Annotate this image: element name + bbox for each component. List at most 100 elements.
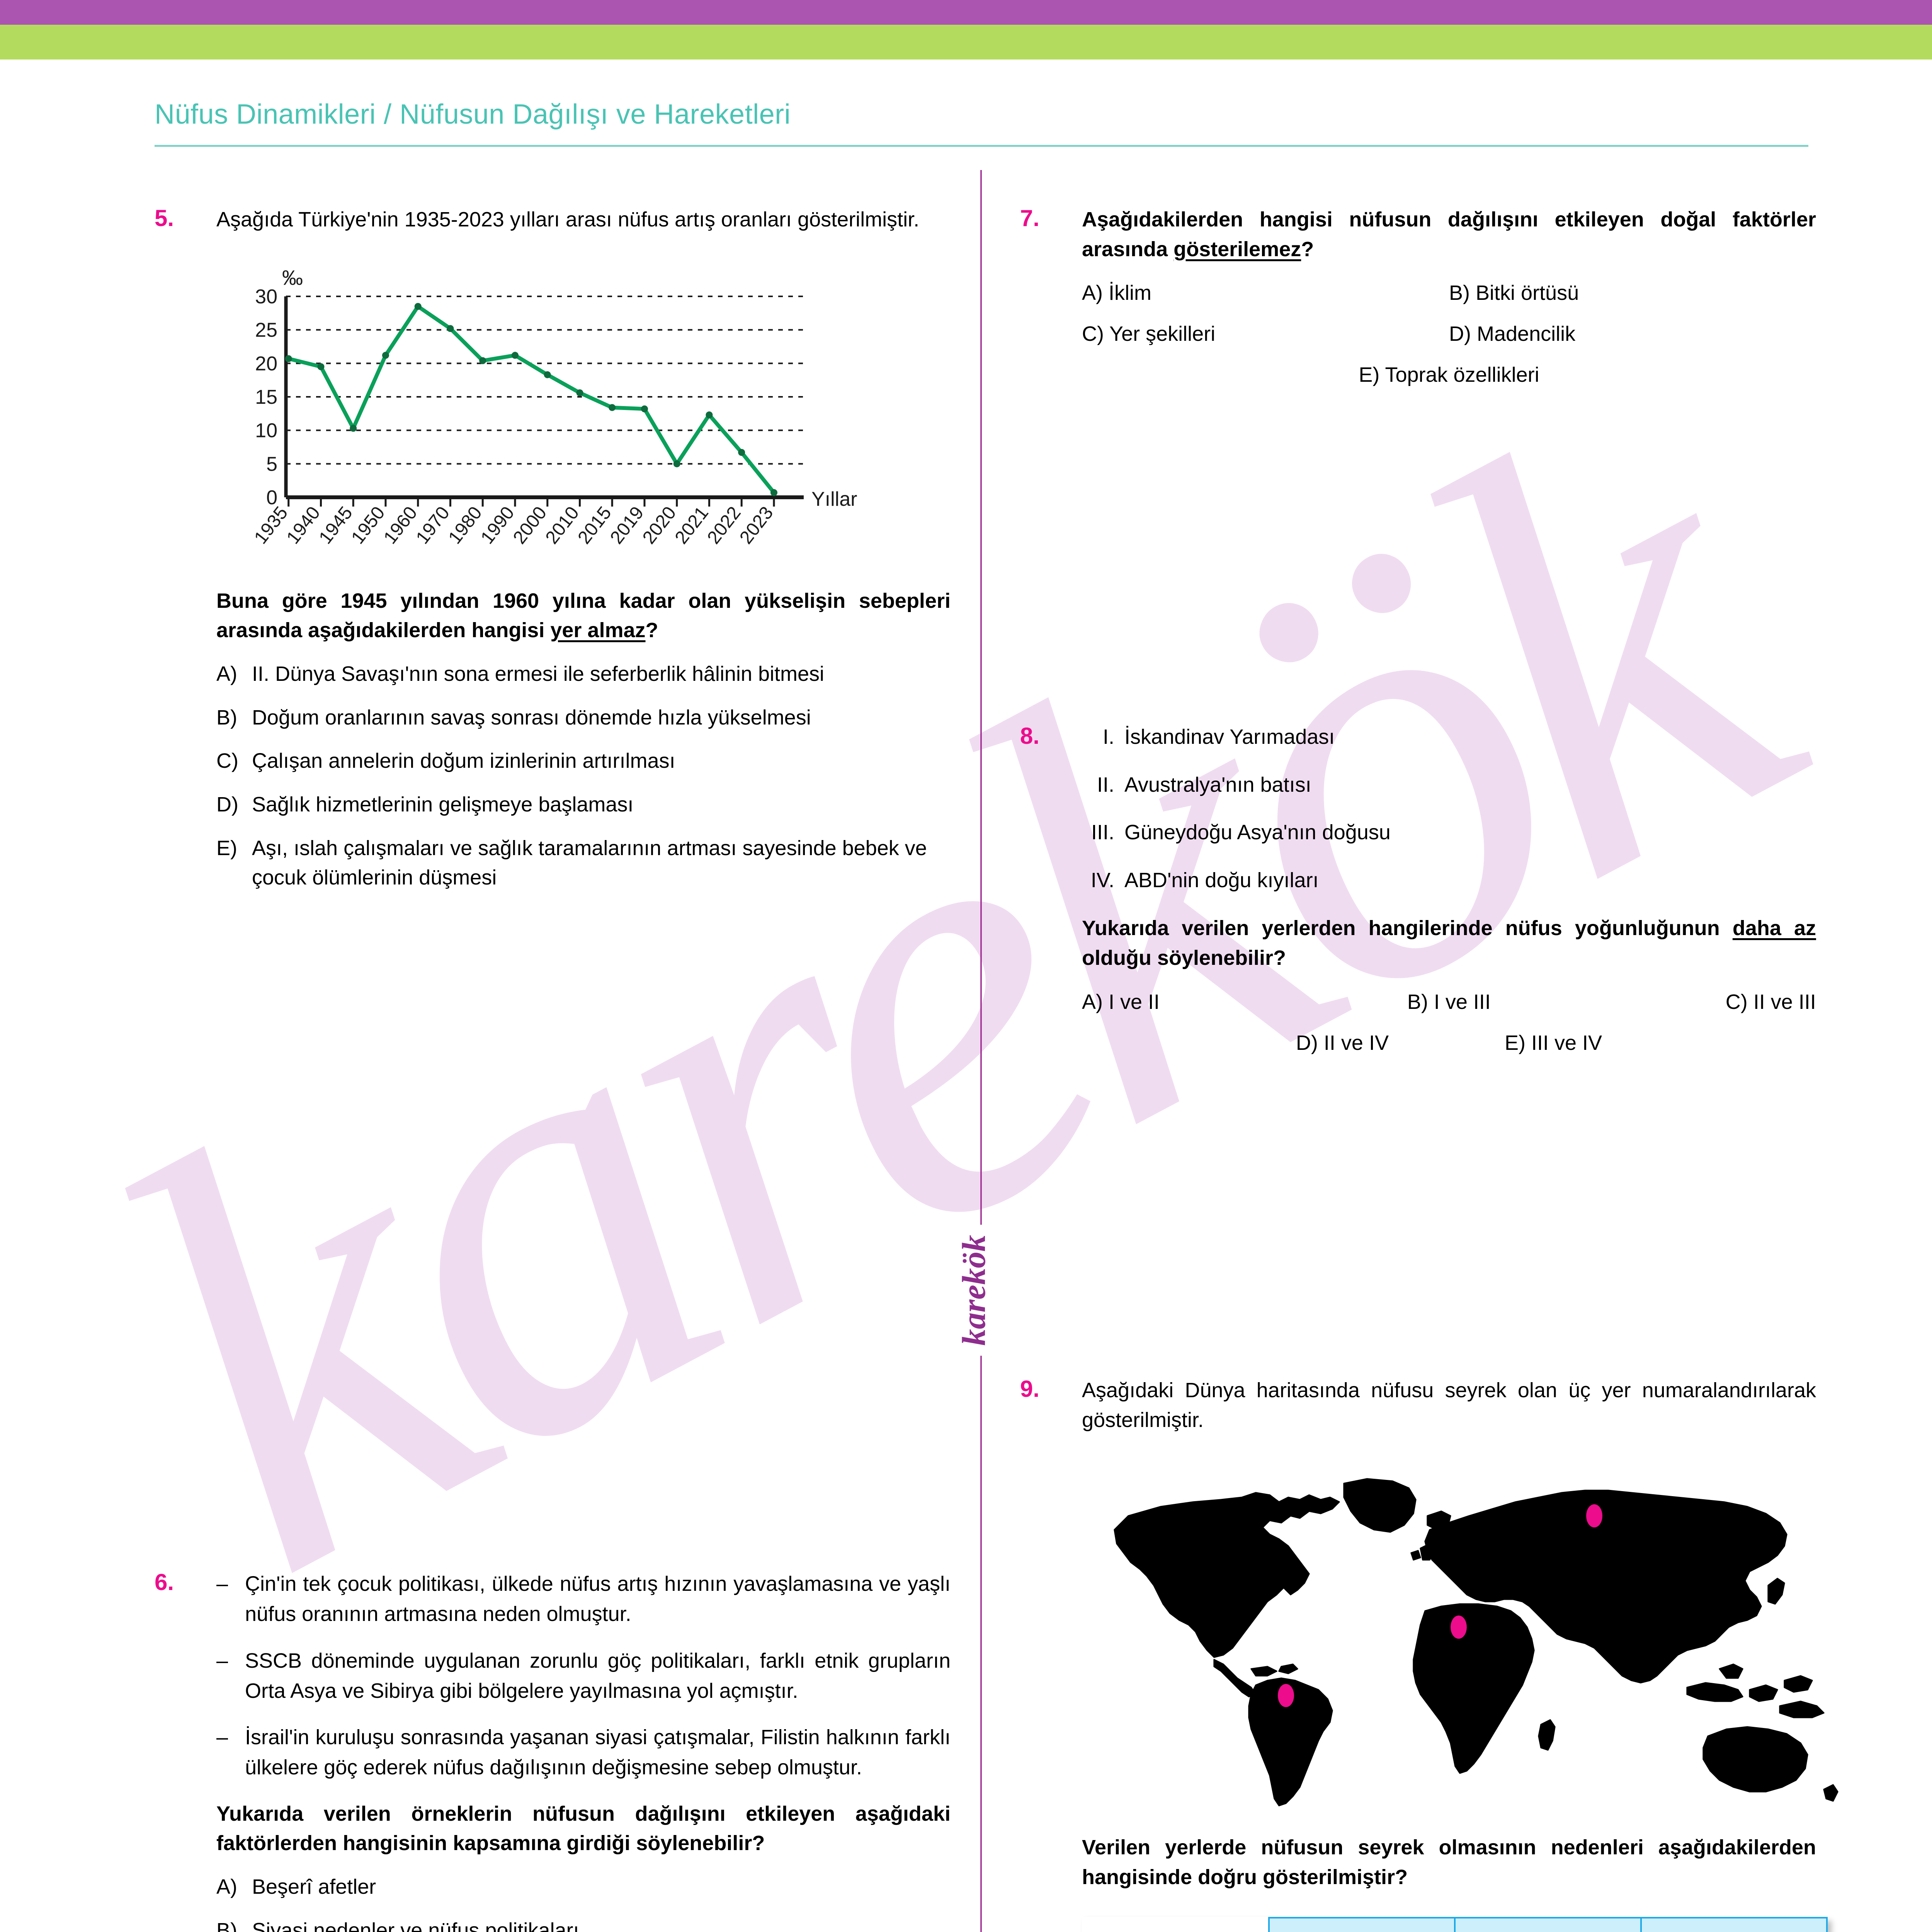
chart-x-tick-labels: 1935194019451950196019701980199020002010…	[250, 503, 777, 548]
option-a-text: Beşerî afetler	[252, 1875, 376, 1899]
option-d[interactable]: D) II ve IV	[1296, 1031, 1389, 1055]
question-5: 5. Aşağıda Türkiye'nin 1935-2023 yılları…	[155, 205, 951, 893]
answer-table: Sıcak ve kurak iklim Bitki örtüsü Düşük …	[1082, 1917, 1828, 1932]
option-b-text: Siyasi nedenler ve nüfus politikaları	[252, 1918, 579, 1932]
option-b[interactable]: B) Bitki örtüsü	[1449, 281, 1816, 305]
svg-text:1945: 1945	[315, 503, 357, 548]
top-green-bar	[0, 25, 1932, 60]
svg-text:2023: 2023	[736, 503, 777, 548]
top-purple-bar	[0, 0, 1932, 25]
svg-text:5: 5	[266, 453, 277, 475]
marker-label-iii: III	[1583, 1536, 1606, 1567]
question-9-number: 9.	[1020, 1376, 1040, 1402]
list-item: – Çin'in tek çocuk politikası, ülkede nüf…	[216, 1569, 951, 1629]
list-item-text: SSCB döneminde uygulanan zorunlu göç pol…	[245, 1649, 951, 1702]
option-a-text: I ve II	[1109, 990, 1160, 1014]
svg-text:2010: 2010	[542, 503, 583, 548]
list-item-text: Güneydoğu Asya'nın doğusu	[1124, 821, 1391, 844]
marker-dot-i	[1278, 1684, 1294, 1708]
svg-text:2020: 2020	[639, 503, 680, 548]
option-row-e: E) Toprak özellikleri	[1082, 363, 1816, 387]
question-8-prompt-part1: Yukarıda verilen yerlerden hangilerinde …	[1082, 917, 1733, 940]
marker-dot-ii	[1451, 1616, 1467, 1639]
question-7-stem: Aşağıdakilerden hangisi nüfusun dağılışı…	[1082, 205, 1816, 264]
option-b-key: B)	[216, 1918, 237, 1932]
option-a[interactable]: A) İklim	[1082, 281, 1449, 305]
option-row-de: D) II ve IV E) III ve IV	[1082, 1031, 1816, 1055]
option-c-text: II ve III	[1753, 990, 1816, 1014]
svg-text:1980: 1980	[444, 503, 486, 548]
marker-label-i: I	[1282, 1716, 1290, 1747]
chart-gridlines	[286, 295, 804, 465]
question-8-prompt-underlined: daha az	[1732, 917, 1816, 940]
chart-y-tick-labels: 0 5 10 15 20 25 30	[255, 286, 277, 509]
question-5-prompt-underlined: yer almaz	[550, 619, 646, 642]
option-a[interactable]: A) I ve II	[1082, 990, 1327, 1014]
question-8-prompt-part2: olduğu söylenebilir?	[1082, 946, 1286, 970]
option-b[interactable]: B) Doğum oranlarının savaş sonrası dönemd…	[216, 703, 951, 733]
question-7-stem-underlined: gösterilemez	[1173, 237, 1301, 261]
option-a[interactable]: A) II. Dünya Savaşı'nın sona ermesi ile s…	[216, 659, 951, 689]
list-item-text: Avustralya'nın batısı	[1124, 773, 1311, 796]
option-e[interactable]: E) III ve IV	[1505, 1031, 1602, 1055]
option-a-key: A)	[216, 662, 237, 686]
question-7-options: A) İklim B) Bitki örtüsü C) Yer şekiller…	[1082, 281, 1816, 387]
option-e-text: Aşı, ıslah çalışmaları ve sağlık taramal…	[252, 836, 927, 889]
chart-data-line	[286, 304, 776, 495]
list-item: – SSCB döneminde uygulanan zorunlu göç po…	[216, 1646, 951, 1706]
option-e-key: E)	[216, 836, 237, 860]
question-9: 9. Aşağıdaki Dünya haritasında nüfusu se…	[1020, 1376, 1838, 1932]
list-item-text: İskandinav Yarımadası	[1124, 725, 1335, 748]
chart-y-axis-label: ‰	[282, 266, 303, 289]
option-e-text: III ve IV	[1531, 1031, 1602, 1054]
option-c[interactable]: C) II ve III	[1571, 990, 1816, 1014]
header-divider	[155, 145, 1808, 147]
option-row-ab: A) İklim B) Bitki örtüsü	[1082, 281, 1816, 305]
table-col-header-1: Sıcak ve kurak iklim	[1268, 1917, 1456, 1932]
option-a-key: A)	[216, 1875, 237, 1899]
marker-label-ii: II	[1451, 1648, 1466, 1679]
chart-x-tick-marks	[287, 497, 775, 507]
option-d[interactable]: D) Sağlık hizmetlerinin gelişmeye başlama…	[216, 790, 951, 820]
option-c[interactable]: C) Yer şekilleri	[1082, 322, 1449, 346]
option-b[interactable]: B) Siyasi nedenler ve nüfus politikaları	[216, 1916, 951, 1932]
option-a-text: İklim	[1109, 281, 1151, 305]
question-6: 6. – Çin'in tek çocuk politikası, ülkede …	[155, 1569, 951, 1932]
svg-text:1950: 1950	[347, 503, 389, 548]
list-item-text: Çin'in tek çocuk politikası, ülkede nüfu…	[245, 1572, 951, 1626]
population-growth-chart: ‰ 0 5 10 15 20 25 30 1935 1940 1945 1950 1960 1970 1…	[224, 262, 904, 571]
svg-text:25: 25	[255, 319, 277, 341]
option-a[interactable]: A) Beşerî afetler	[216, 1872, 951, 1902]
chart-data-points	[285, 303, 777, 496]
option-b[interactable]: B) I ve III	[1327, 990, 1571, 1014]
question-8-prompt: Yukarıda verilen yerlerden hangilerinde …	[1082, 913, 1816, 973]
svg-text:10: 10	[255, 419, 277, 442]
question-5-prompt: Buna göre 1945 yılından 1960 yılına kada…	[216, 586, 951, 645]
option-e-key: E)	[1504, 1031, 1526, 1054]
option-a-key: A)	[1082, 990, 1103, 1014]
option-e[interactable]: E) Toprak özellikleri	[1359, 363, 1539, 387]
option-e[interactable]: E) Aşı, ıslah çalışmaları ve sağlık taram…	[216, 833, 951, 893]
roman-marker: IV.	[1090, 868, 1114, 892]
option-b-text: Doğum oranlarının savaş sonrası dönemde …	[252, 706, 811, 729]
option-d-text: Madencilik	[1477, 322, 1576, 346]
map-markers: I II III	[1278, 1504, 1606, 1747]
question-5-prompt-part1: Buna göre 1945 yılından 1960 yılına kada…	[216, 589, 951, 642]
chart-x-axis-label: Yıllar	[811, 488, 857, 510]
option-d-text: Sağlık hizmetlerinin gelişmeye başlaması	[252, 793, 634, 816]
option-d[interactable]: D) Madencilik	[1449, 322, 1816, 346]
dash-marker: –	[216, 1572, 228, 1595]
option-b-key: B)	[216, 706, 237, 729]
svg-text:1970: 1970	[412, 503, 454, 548]
question-8-number: 8.	[1020, 723, 1040, 749]
roman-marker: III.	[1091, 821, 1114, 844]
option-b-text: Bitki örtüsü	[1476, 281, 1579, 305]
option-row-cd: C) Yer şekilleri D) Madencilik	[1082, 322, 1816, 346]
svg-text:2000: 2000	[509, 503, 551, 548]
option-d-key: D)	[1296, 1031, 1318, 1054]
question-9-stem: Aşağıdaki Dünya haritasında nüfusu seyre…	[1082, 1379, 1816, 1432]
option-c[interactable]: C) Çalışan annelerin doğum izinlerinin ar…	[216, 746, 951, 776]
option-row-abc: A) I ve II B) I ve III C) II ve III	[1082, 990, 1816, 1014]
list-item: I. İskandinav Yarımadası	[1082, 723, 1816, 752]
svg-text:2019: 2019	[606, 503, 648, 548]
